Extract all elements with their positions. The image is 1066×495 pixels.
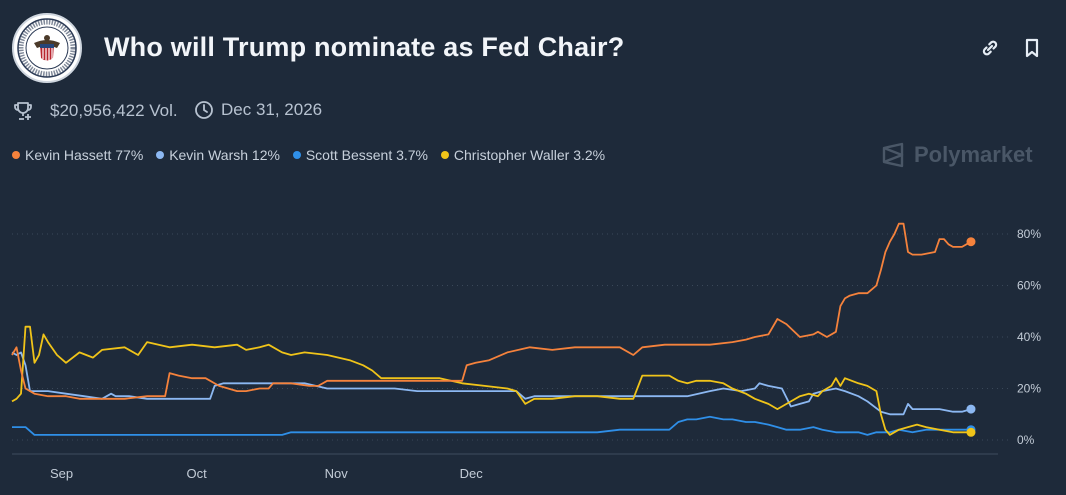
x-axis: Sep Oct Nov Dec [12,453,998,481]
series-line-christopher-waller[interactable] [11,325,971,436]
trophy-icon [12,100,34,122]
series-endpoint [966,237,976,247]
y-tick-label: 20% [1017,382,1041,396]
y-axis: 0% 20% 40% 60% 80% [1017,227,1041,447]
series-line-kevin-hassett[interactable] [11,222,972,400]
series-line-scott-bessent[interactable] [12,415,971,436]
x-tick-label: Dec [460,466,484,481]
price-history-chart: 0% 20% 40% 60% 80% Sep Oct Nov Dec [11,222,1041,481]
bookmark-icon[interactable] [1020,36,1044,60]
clock-icon [194,100,214,120]
polymarket-brand: Polymarket [880,141,1033,169]
y-tick-label: 60% [1017,279,1041,293]
chart-endpoints [966,237,976,437]
legend-label: Scott Bessent 3.7% [305,147,429,163]
series-endpoint [966,427,976,437]
y-tick-label: 80% [1017,227,1041,241]
brand-name: Polymarket [914,142,1033,167]
series-line-kevin-warsh[interactable] [11,351,972,416]
y-tick-label: 0% [1017,433,1035,447]
end-date-stat: Dec 31, 2026 [194,100,322,120]
chart-grid [12,233,1008,441]
legend-entry-bessent: Scott Bessent 3.7% [292,147,429,163]
x-tick-label: Sep [50,466,73,481]
legend-entry-hassett: Kevin Hassett 77% [12,147,143,163]
federal-reserve-seal-icon [12,13,82,83]
legend-dot [440,151,449,159]
volume-text: $20,956,422 Vol. [50,101,178,120]
end-date-text: Dec 31, 2026 [221,100,323,119]
series-endpoint [966,404,976,414]
legend-entry-waller: Christopher Waller 3.2% [440,147,606,163]
market-title: Who will Trump nominate as Fed Chair? [104,32,625,62]
legend-dot [156,151,165,159]
x-tick-label: Oct [186,466,207,481]
market-header: Who will Trump nominate as Fed Chair? [12,10,1054,86]
chart-series [11,222,972,436]
link-icon[interactable] [978,36,1002,60]
legend-label: Kevin Hassett 77% [25,147,144,163]
legend-label: Christopher Waller 3.2% [453,147,606,163]
volume-stat: $20,956,422 Vol. [12,100,178,122]
chart-legend: Kevin Hassett 77% Kevin Warsh 12% Scott … [12,146,614,166]
legend-dot [12,151,20,159]
polymarket-logo-icon [880,142,906,168]
legend-dot [292,151,301,159]
x-tick-label: Nov [325,466,349,481]
legend-entry-warsh: Kevin Warsh 12% [156,147,280,163]
y-tick-label: 40% [1017,330,1041,344]
legend-label: Kevin Warsh 12% [169,147,280,163]
